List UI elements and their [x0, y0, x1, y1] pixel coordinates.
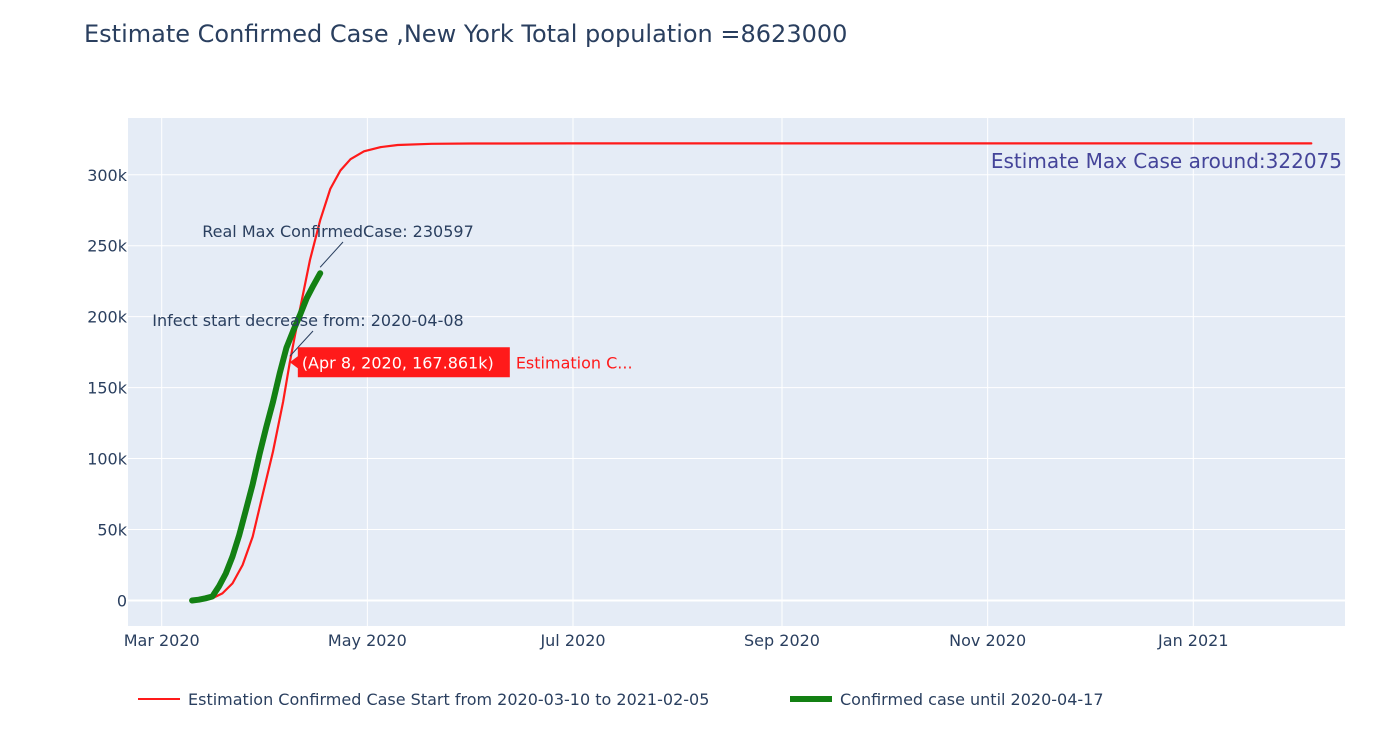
hover-series-name: Estimation C...: [516, 353, 633, 372]
hover-tooltip: (Apr 8, 2020, 167.861k) Estimation C...: [289, 347, 633, 378]
x-tick-label: Nov 2020: [949, 631, 1026, 650]
legend: Estimation Confirmed Case Start from 202…: [138, 690, 1104, 709]
y-gridlines: [128, 174, 1345, 602]
legend-item-confirmed[interactable]: Confirmed case until 2020-04-17: [790, 690, 1104, 709]
x-tick-label: May 2020: [328, 631, 407, 650]
annotation-arrow-decrease: [289, 330, 314, 357]
series-estimation-line[interactable]: [191, 142, 1313, 602]
x-tick-label: Jan 2021: [1157, 631, 1228, 650]
x-gridlines: [161, 118, 1194, 626]
x-tick-label: Mar 2020: [124, 631, 200, 650]
x-tick-label: Sep 2020: [744, 631, 820, 650]
legend-item-estimation[interactable]: Estimation Confirmed Case Start from 202…: [138, 690, 709, 709]
x-tick-label: Jul 2020: [539, 631, 605, 650]
y-tick-label: 0: [117, 591, 127, 610]
hover-box: [289, 347, 510, 378]
legend-label-confirmed: Confirmed case until 2020-04-17: [840, 690, 1104, 709]
y-tick-label: 150k: [87, 379, 128, 398]
series-confirmed-line[interactable]: [189, 270, 324, 604]
y-tick-label: 200k: [87, 308, 128, 327]
y-tick-label: 300k: [87, 166, 128, 185]
series-layer[interactable]: [189, 142, 1313, 604]
y-tick-label: 100k: [87, 450, 128, 469]
annotation-real-max: Real Max ConfirmedCase: 230597: [202, 222, 474, 241]
y-tick-label: 50k: [97, 521, 127, 540]
hover-value: (Apr 8, 2020, 167.861k): [302, 353, 494, 372]
annotation-estimate-max: Estimate Max Case around:322075: [991, 149, 1342, 173]
x-axis: Mar 2020 May 2020 Jul 2020 Sep 2020 Nov 2020…: [124, 631, 1229, 650]
annotation-decrease: Infect start decrease from: 2020-04-08: [152, 311, 463, 330]
chart-title: Estimate Confirmed Case ,New York Total …: [84, 20, 848, 48]
y-axis: 0 50k 100k 150k 200k 250k 300k: [87, 166, 128, 611]
y-tick-label: 250k: [87, 237, 128, 256]
annotation-arrow-real-max: [319, 241, 344, 268]
legend-label-estimation: Estimation Confirmed Case Start from 202…: [188, 690, 709, 709]
